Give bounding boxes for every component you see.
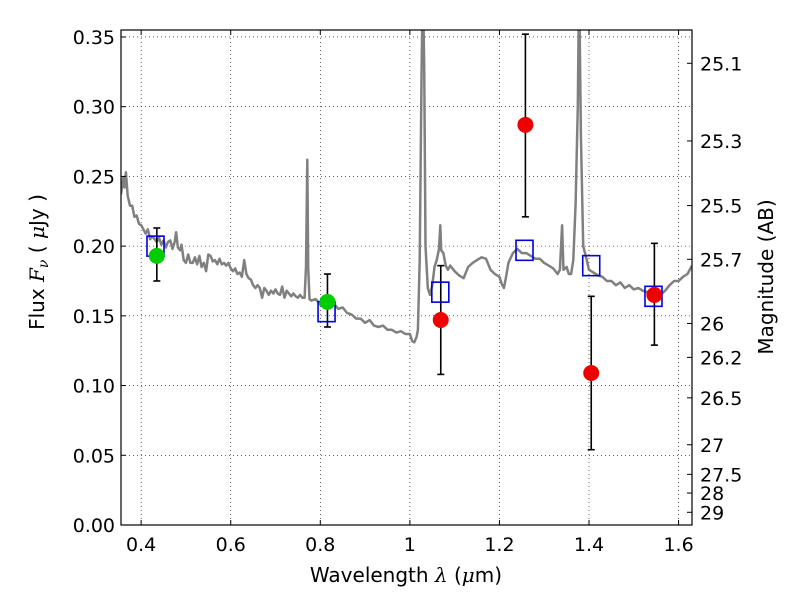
observed-circle-marker <box>583 365 600 382</box>
x-tick-label: 1.4 <box>574 534 604 556</box>
axis-ticks: 0.4 0.6 0.8 1 1.2 1.4 1.6 0.00 0.05 0.10 0.15 0.20 0… <box>73 27 743 556</box>
x-tick-label: 1.6 <box>663 534 693 556</box>
y2-tick-label: 25.1 <box>700 53 742 75</box>
y2-tick-label: 25.5 <box>700 196 742 218</box>
observed-circle-marker <box>517 116 534 133</box>
y2-tick-label: 27 <box>700 435 724 457</box>
y2-tick-label: 26.2 <box>700 347 742 369</box>
y-axis-label: Flux Fν ( μJy ) <box>25 194 52 330</box>
x-tick-label: 0.6 <box>216 534 246 556</box>
sed-series-line <box>121 30 692 344</box>
x-tick-label: 0.8 <box>305 534 335 556</box>
y-tick-label: 0.10 <box>73 376 115 398</box>
y-tick-label: 0.30 <box>73 97 115 119</box>
x-tick-label: 1.2 <box>484 534 514 556</box>
model-square-marker <box>581 254 601 277</box>
y-tick-label: 0.00 <box>73 515 115 537</box>
observed-circle-marker <box>148 247 165 264</box>
plot-frame <box>120 29 693 526</box>
y-tick-label: 0.20 <box>73 236 115 258</box>
y2-tick-label: 26 <box>700 313 724 335</box>
sed-line <box>121 30 692 344</box>
y2-axis-label: Magnitude (AB) <box>754 199 778 354</box>
y2-tick-label: 28 <box>700 483 724 505</box>
model-square-marker <box>431 281 450 303</box>
observed-circle-marker <box>319 293 336 310</box>
observed-circle-marker <box>432 312 449 329</box>
y2-tick-label: 25.7 <box>700 249 742 271</box>
data-points <box>146 116 663 382</box>
y-tick-label: 0.15 <box>73 306 115 328</box>
y2-tick-label: 29 <box>700 502 724 524</box>
grid <box>121 30 692 526</box>
y2-tick-label: 25.3 <box>700 131 742 153</box>
y-tick-label: 0.35 <box>73 27 115 49</box>
x-tick-label: 1 <box>404 534 416 556</box>
y-tick-label: 0.25 <box>73 166 115 188</box>
x-tick-label: 0.4 <box>126 534 156 556</box>
y2-tick-label: 26.5 <box>700 388 742 410</box>
y2-tick-label: 27.5 <box>700 464 742 486</box>
model-square-marker <box>515 239 534 262</box>
y-tick-label: 0.05 <box>73 445 115 467</box>
observed-circle-marker <box>646 286 663 303</box>
x-axis-label: Wavelength λ (μm) <box>310 563 502 587</box>
